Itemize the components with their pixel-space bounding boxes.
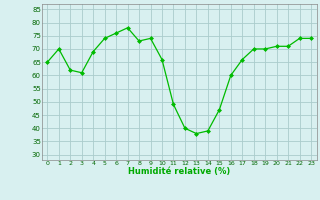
X-axis label: Humidité relative (%): Humidité relative (%) <box>128 167 230 176</box>
